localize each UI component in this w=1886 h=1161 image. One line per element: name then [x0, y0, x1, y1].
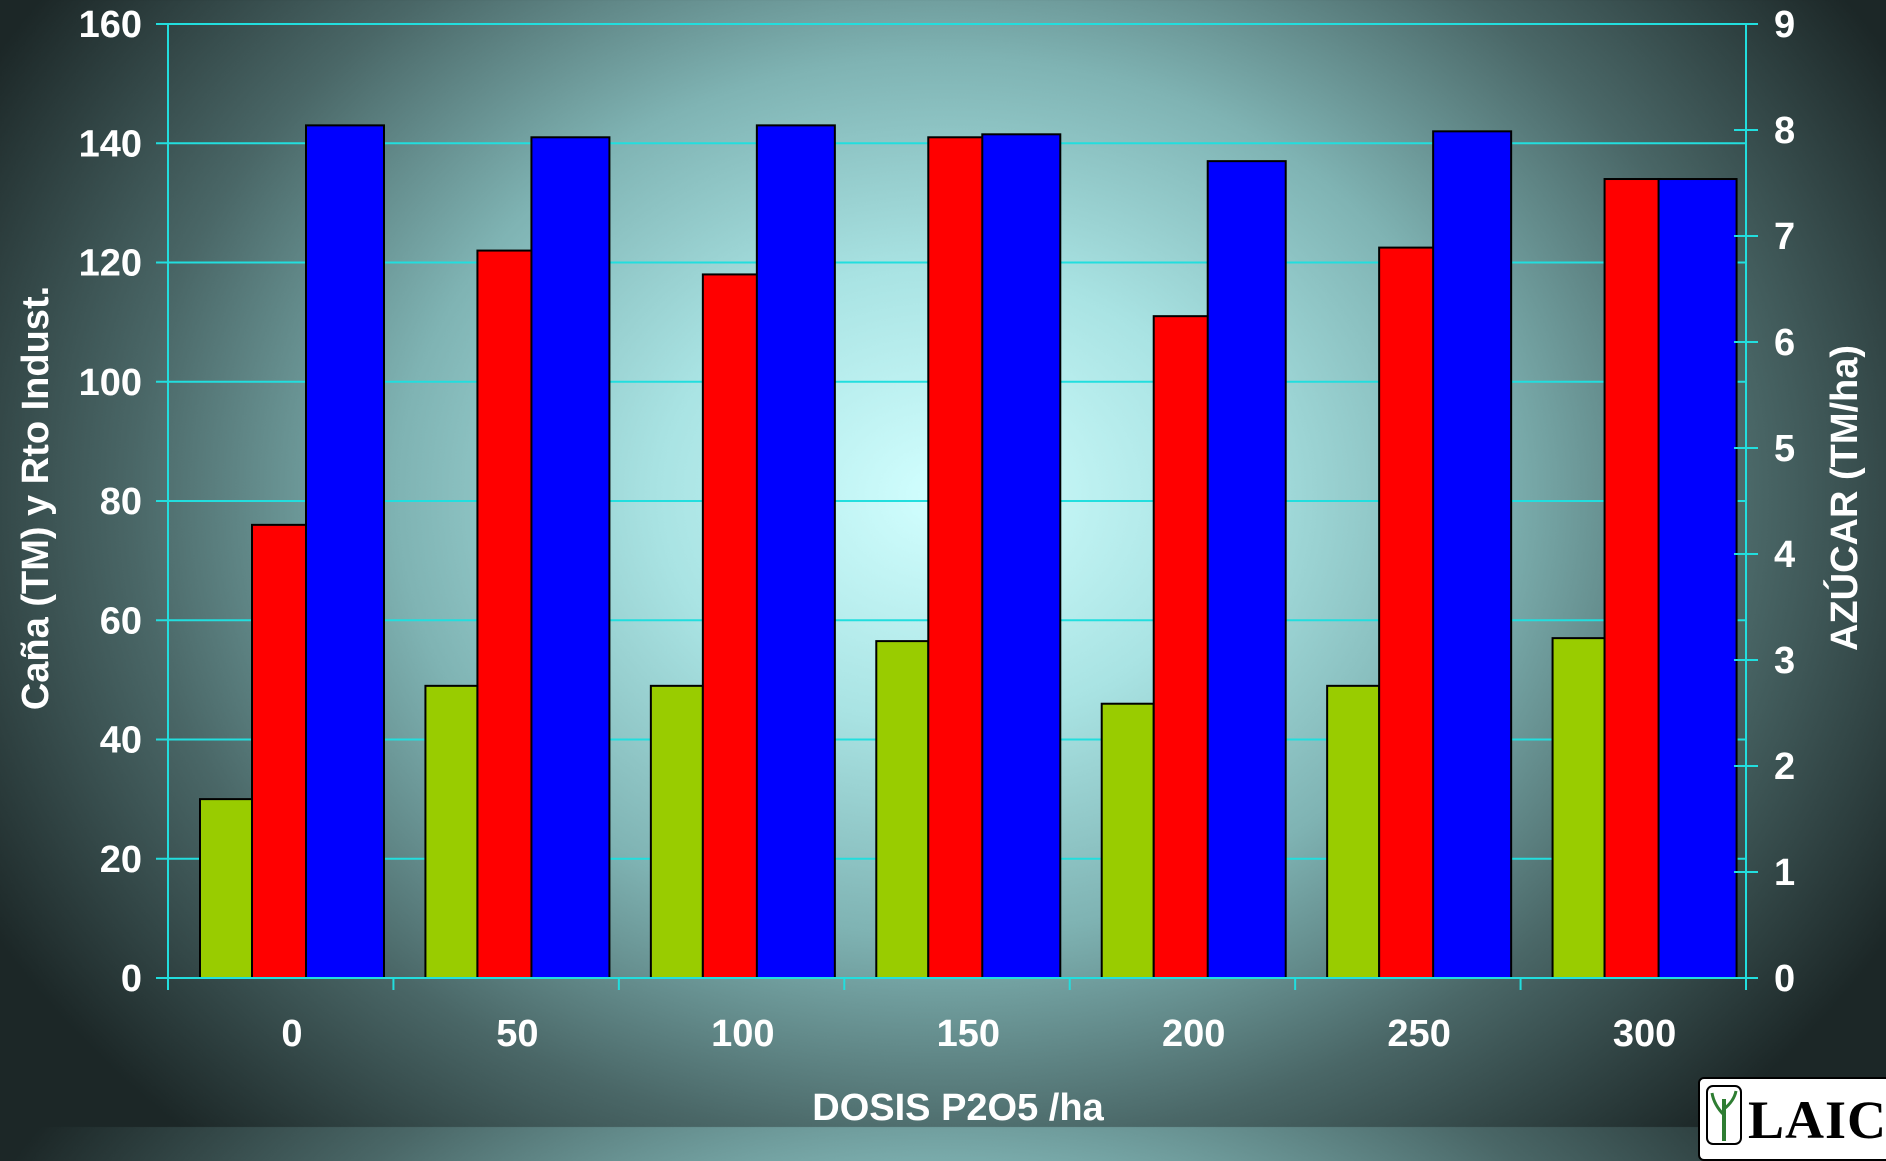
bar-series-2-cat-0	[251, 523, 309, 979]
bar-series-3-cat-300	[1657, 178, 1738, 979]
bar-series-1-cat-0	[199, 798, 253, 979]
y2-axis-title: AZÚCAR (TM/ha)	[1822, 345, 1866, 651]
y2-tick-label: 9	[1774, 4, 1795, 46]
x-tick-label: 50	[496, 1013, 538, 1055]
y2-tick-label: 8	[1774, 110, 1795, 152]
sugarcane-icon	[1706, 1085, 1742, 1145]
x-tick-label: 250	[1387, 1013, 1450, 1055]
y2-tick-label: 4	[1774, 534, 1795, 576]
bar-series-1-cat-300	[1551, 637, 1606, 979]
y-tick-label: 100	[79, 362, 142, 404]
x-tick-label: 100	[711, 1013, 774, 1055]
bar-series-1-cat-200	[1100, 702, 1155, 979]
bar-series-2-cat-150	[927, 136, 986, 980]
bar-series-1-cat-150	[875, 640, 930, 980]
logo-text: LAIC	[1748, 1090, 1886, 1150]
tick-labels: 0 20 40 60 80 100 120 140 160 0 1 2 3 4 5 6 7 8 9 0 50 100 150…	[79, 4, 1796, 1055]
bars	[199, 124, 1738, 980]
bar-series-3-cat-150	[981, 133, 1062, 979]
y2-tick-label: 1	[1774, 852, 1795, 894]
bar-series-3-cat-100	[755, 124, 836, 980]
bar-series-3-cat-200	[1206, 160, 1287, 979]
bar-series-1-cat-50	[424, 684, 479, 980]
y-tick-label: 40	[100, 720, 142, 762]
bar-series-3-cat-250	[1432, 130, 1513, 979]
y-tick-label: 0	[121, 958, 142, 1000]
y2-tick-label: 2	[1774, 746, 1795, 788]
y2-tick-label: 0	[1774, 958, 1795, 1000]
axes	[156, 23, 1758, 990]
y2-tick-label: 3	[1774, 640, 1795, 682]
y2-tick-label: 5	[1774, 428, 1795, 470]
bar-series-2-cat-100	[701, 273, 760, 979]
y-tick-label: 140	[79, 123, 142, 165]
bar-chart: 0 20 40 60 80 100 120 140 160 0 1 2 3 4 5 6 7 8 9 0 50 100 150…	[15, 4, 1866, 1127]
y-axis-title: Caña (TM) y Rto Indust.	[15, 286, 57, 710]
y-tick-label: 20	[100, 839, 142, 881]
x-tick-label: 200	[1162, 1013, 1225, 1055]
bar-series-1-cat-250	[1326, 684, 1381, 980]
bar-series-2-cat-50	[476, 249, 535, 979]
y-tick-label: 160	[79, 4, 142, 46]
y-tick-label: 120	[79, 243, 142, 285]
y-tick-label: 60	[100, 600, 142, 642]
bar-series-2-cat-300	[1603, 178, 1662, 979]
bar-series-1-cat-100	[649, 684, 704, 980]
bar-series-3-cat-0	[305, 124, 385, 980]
y2-tick-label: 7	[1774, 216, 1795, 258]
x-tick-label: 300	[1613, 1013, 1676, 1055]
y2-tick-label: 6	[1774, 322, 1795, 364]
bar-series-2-cat-200	[1152, 315, 1211, 980]
laica-logo: LAIC	[1698, 1077, 1886, 1161]
bar-series-2-cat-250	[1378, 246, 1437, 979]
x-tick-label: 150	[937, 1013, 1000, 1055]
x-tick-label: 0	[281, 1013, 302, 1055]
y-tick-label: 80	[100, 481, 142, 523]
bar-series-3-cat-50	[530, 136, 611, 980]
x-axis-title: DOSIS P2O5 /ha	[812, 1087, 1104, 1127]
